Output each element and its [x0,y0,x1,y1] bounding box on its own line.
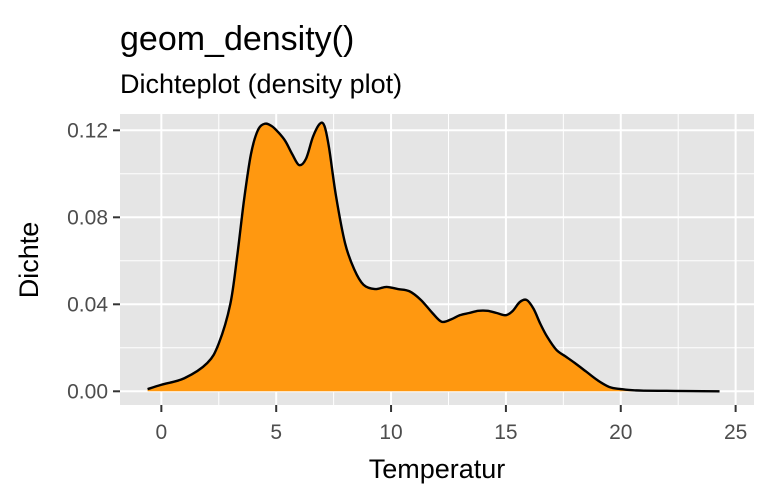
y-tick-label: 0.00 [67,380,108,403]
y-tick-label: 0.04 [67,293,108,316]
x-tick-label: 25 [724,421,747,444]
x-axis: 0 5 10 15 20 25 [156,405,747,444]
y-tick-label: 0.08 [67,206,108,229]
x-axis-title: Temperatur [369,454,506,484]
density-line [147,121,720,393]
x-tick-label: 10 [379,421,402,444]
x-tick-label: 15 [494,421,517,444]
chart-title: geom_density() [120,20,354,58]
x-tick-label: 5 [270,421,282,444]
x-tick-label: 20 [609,421,632,444]
y-tick-label: 0.12 [67,119,108,142]
y-axis-title: Dichte [14,222,44,299]
chart-subtitle: Dichteplot (density plot) [120,69,402,99]
y-axis: 0.00 0.04 0.08 0.12 [67,119,120,403]
density-area [147,122,720,392]
x-tick-label: 0 [156,421,168,444]
